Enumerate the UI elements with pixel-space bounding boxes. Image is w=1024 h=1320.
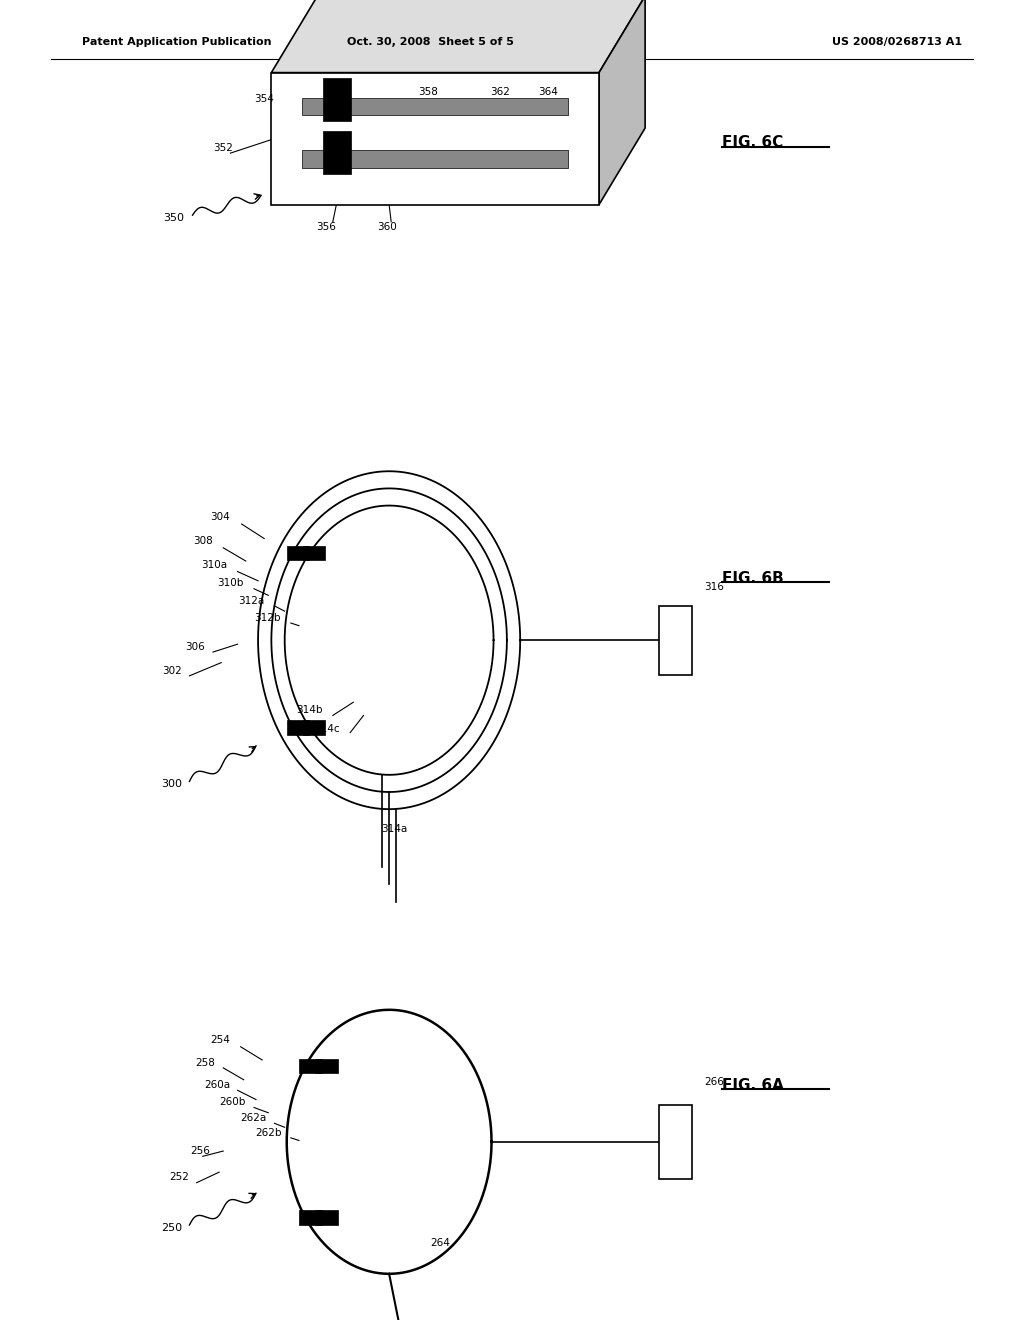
Bar <box>659 606 692 675</box>
Text: 354: 354 <box>254 94 274 104</box>
Text: 260b: 260b <box>219 1097 246 1107</box>
Bar <box>303 719 326 734</box>
Text: 316: 316 <box>705 582 724 593</box>
Text: 314c: 314c <box>314 723 340 734</box>
Bar <box>299 1210 322 1225</box>
Polygon shape <box>599 0 645 205</box>
Text: FIG. 6C: FIG. 6C <box>722 135 783 150</box>
Bar <box>323 78 351 121</box>
Text: 250: 250 <box>162 1222 182 1233</box>
Text: 256: 256 <box>190 1146 210 1156</box>
Text: 364: 364 <box>538 87 558 98</box>
Text: 352: 352 <box>213 143 233 153</box>
Text: 266: 266 <box>705 1077 724 1088</box>
Bar <box>287 719 309 734</box>
Text: 310a: 310a <box>201 560 227 570</box>
Text: 300: 300 <box>162 779 182 789</box>
Text: 358: 358 <box>418 87 438 98</box>
Text: 302: 302 <box>163 665 182 676</box>
Bar <box>302 150 568 168</box>
Text: FIG. 6A: FIG. 6A <box>722 1077 783 1093</box>
Text: 312b: 312b <box>254 612 281 623</box>
Text: 356: 356 <box>315 222 336 232</box>
Text: 304: 304 <box>211 512 230 523</box>
Text: 254: 254 <box>211 1035 230 1045</box>
Text: 264: 264 <box>430 1238 451 1249</box>
Text: 262b: 262b <box>255 1127 282 1138</box>
Bar <box>315 1210 338 1225</box>
Text: 310b: 310b <box>217 578 244 589</box>
Text: 308: 308 <box>194 536 213 546</box>
Text: Oct. 30, 2008  Sheet 5 of 5: Oct. 30, 2008 Sheet 5 of 5 <box>347 37 513 48</box>
Bar <box>315 1059 338 1073</box>
Text: 252: 252 <box>170 1172 189 1183</box>
Text: 314b: 314b <box>296 705 323 715</box>
Text: 360: 360 <box>377 222 397 232</box>
Text: Patent Application Publication: Patent Application Publication <box>82 37 271 48</box>
Bar <box>299 1059 322 1073</box>
Text: 362: 362 <box>489 87 510 98</box>
Text: 260a: 260a <box>204 1080 230 1090</box>
Text: 312a: 312a <box>238 595 264 606</box>
Text: 314a: 314a <box>381 824 408 834</box>
Bar <box>323 131 351 174</box>
Bar <box>303 546 326 561</box>
Text: 258: 258 <box>196 1057 215 1068</box>
Bar <box>659 1105 692 1179</box>
Text: US 2008/0268713 A1: US 2008/0268713 A1 <box>833 37 963 48</box>
Polygon shape <box>271 73 599 205</box>
Text: 350: 350 <box>164 213 184 223</box>
Polygon shape <box>271 0 645 73</box>
Text: 262a: 262a <box>240 1113 266 1123</box>
Text: 306: 306 <box>185 642 205 652</box>
Bar <box>302 98 568 115</box>
Bar <box>287 546 309 561</box>
Text: FIG. 6B: FIG. 6B <box>722 570 783 586</box>
